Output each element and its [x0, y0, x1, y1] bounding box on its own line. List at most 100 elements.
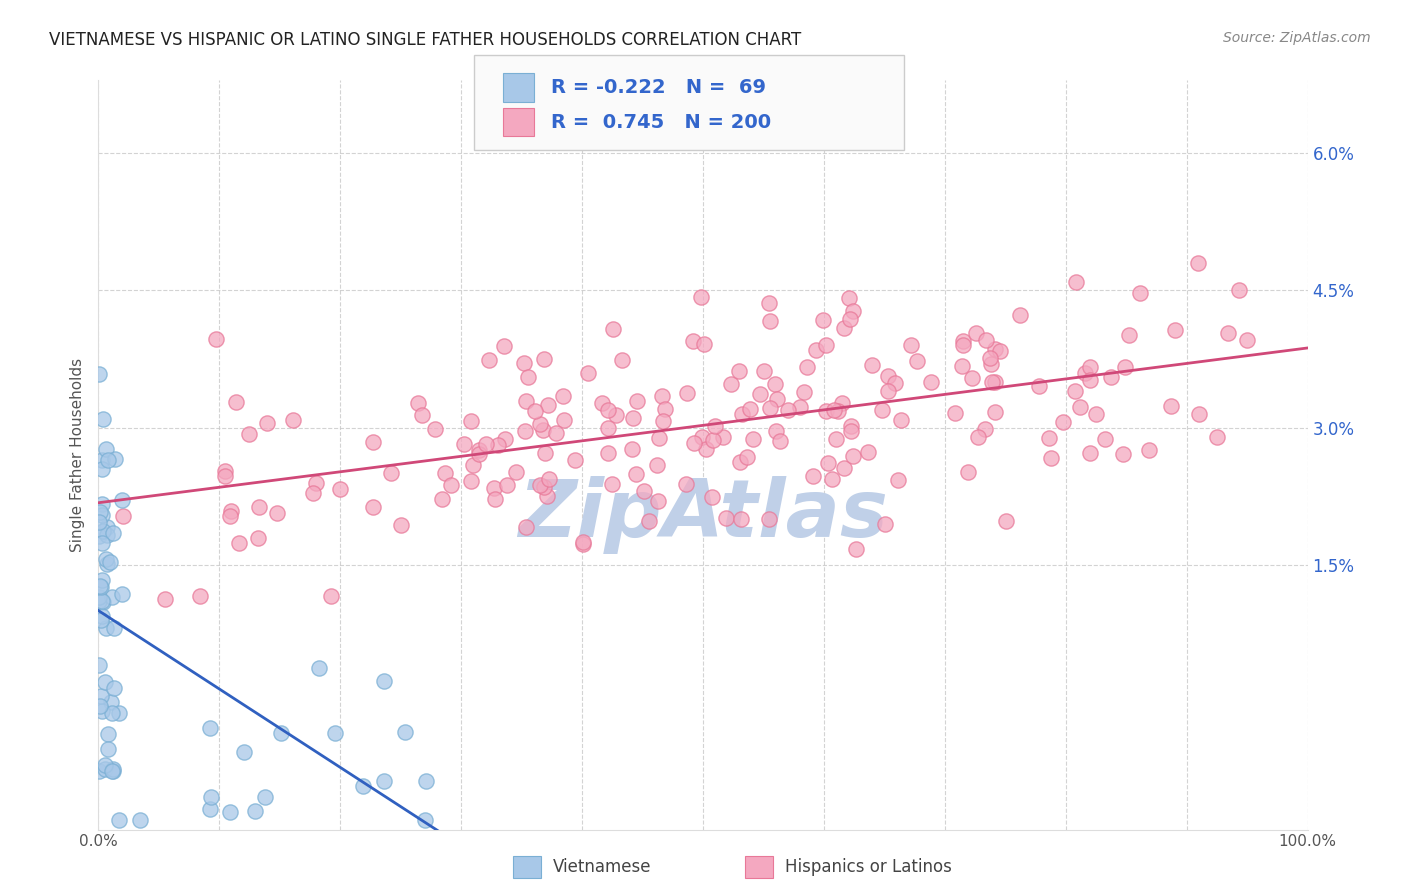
Point [512, 356, 534, 370]
Text: Hispanics or Latinos: Hispanics or Latinos [785, 858, 952, 876]
Point [1236, 333, 1258, 347]
Point [1069, 401, 1091, 415]
Point [100, 695, 122, 709]
Point [839, 425, 862, 439]
Point [1064, 275, 1087, 289]
Point [1205, 430, 1227, 444]
Point [380, 466, 402, 480]
Point [967, 429, 990, 443]
Point [89, 699, 111, 714]
Point [89, 505, 111, 519]
Point [974, 333, 997, 347]
Point [1164, 323, 1187, 337]
Point [759, 314, 782, 328]
Point [693, 337, 716, 351]
Point [323, 726, 346, 740]
Point [389, 518, 412, 533]
Point [411, 408, 433, 422]
Point [486, 438, 509, 452]
Point [91, 595, 114, 609]
Point [1008, 308, 1031, 322]
Point [544, 426, 567, 441]
Point [363, 435, 385, 450]
Point [1187, 256, 1209, 270]
Point [814, 338, 837, 352]
Point [94, 551, 117, 566]
Point [321, 589, 343, 603]
Point [647, 494, 669, 508]
Point [91, 705, 114, 719]
Point [531, 423, 554, 437]
Point [621, 410, 644, 425]
Point [373, 774, 395, 789]
Point [219, 504, 242, 518]
Text: R = -0.222   N =  69: R = -0.222 N = 69 [551, 78, 766, 97]
Point [478, 353, 501, 368]
Point [394, 724, 416, 739]
Point [553, 413, 575, 427]
Point [576, 367, 599, 381]
Point [89, 764, 111, 779]
Point [759, 401, 782, 416]
Point [475, 436, 498, 450]
Point [1137, 443, 1160, 458]
Point [484, 492, 506, 507]
Point [596, 446, 619, 460]
Point [129, 814, 152, 828]
Point [598, 403, 620, 417]
Point [651, 389, 673, 403]
Point [728, 455, 751, 469]
Point [218, 805, 240, 819]
Point [100, 706, 122, 720]
Point [884, 376, 907, 391]
Point [108, 814, 131, 828]
Point [1078, 360, 1101, 375]
Point [482, 481, 505, 495]
Point [695, 442, 717, 457]
Point [887, 473, 910, 487]
Point [811, 313, 834, 327]
Point [256, 416, 278, 430]
Point [96, 527, 118, 541]
Point [832, 321, 855, 335]
Point [1118, 327, 1140, 342]
Point [537, 471, 560, 485]
Point [814, 404, 837, 418]
Point [101, 764, 124, 778]
Point [533, 446, 555, 460]
Point [738, 402, 761, 417]
Point [1028, 379, 1050, 393]
Point [765, 425, 787, 439]
Point [266, 506, 288, 520]
Point [821, 472, 844, 486]
Point [496, 478, 519, 492]
Point [494, 433, 516, 447]
Point [720, 377, 742, 392]
Point [839, 418, 862, 433]
Point [523, 404, 546, 418]
Point [515, 394, 537, 409]
Point [91, 524, 114, 538]
Point [90, 689, 112, 703]
Point [329, 482, 352, 496]
Point [766, 392, 789, 406]
Point [801, 469, 824, 483]
Point [952, 338, 974, 352]
Point [1188, 408, 1211, 422]
Point [841, 303, 863, 318]
Point [423, 422, 446, 436]
Point [900, 337, 922, 351]
Point [793, 385, 815, 400]
Point [823, 403, 845, 417]
Point [90, 462, 112, 476]
Point [652, 414, 675, 428]
Point [200, 802, 222, 816]
Point [689, 290, 711, 304]
Point [877, 384, 900, 398]
Point [860, 358, 883, 372]
Point [1064, 384, 1087, 398]
Point [467, 443, 489, 458]
Point [1039, 451, 1062, 466]
Point [1099, 370, 1122, 384]
Point [682, 334, 704, 348]
